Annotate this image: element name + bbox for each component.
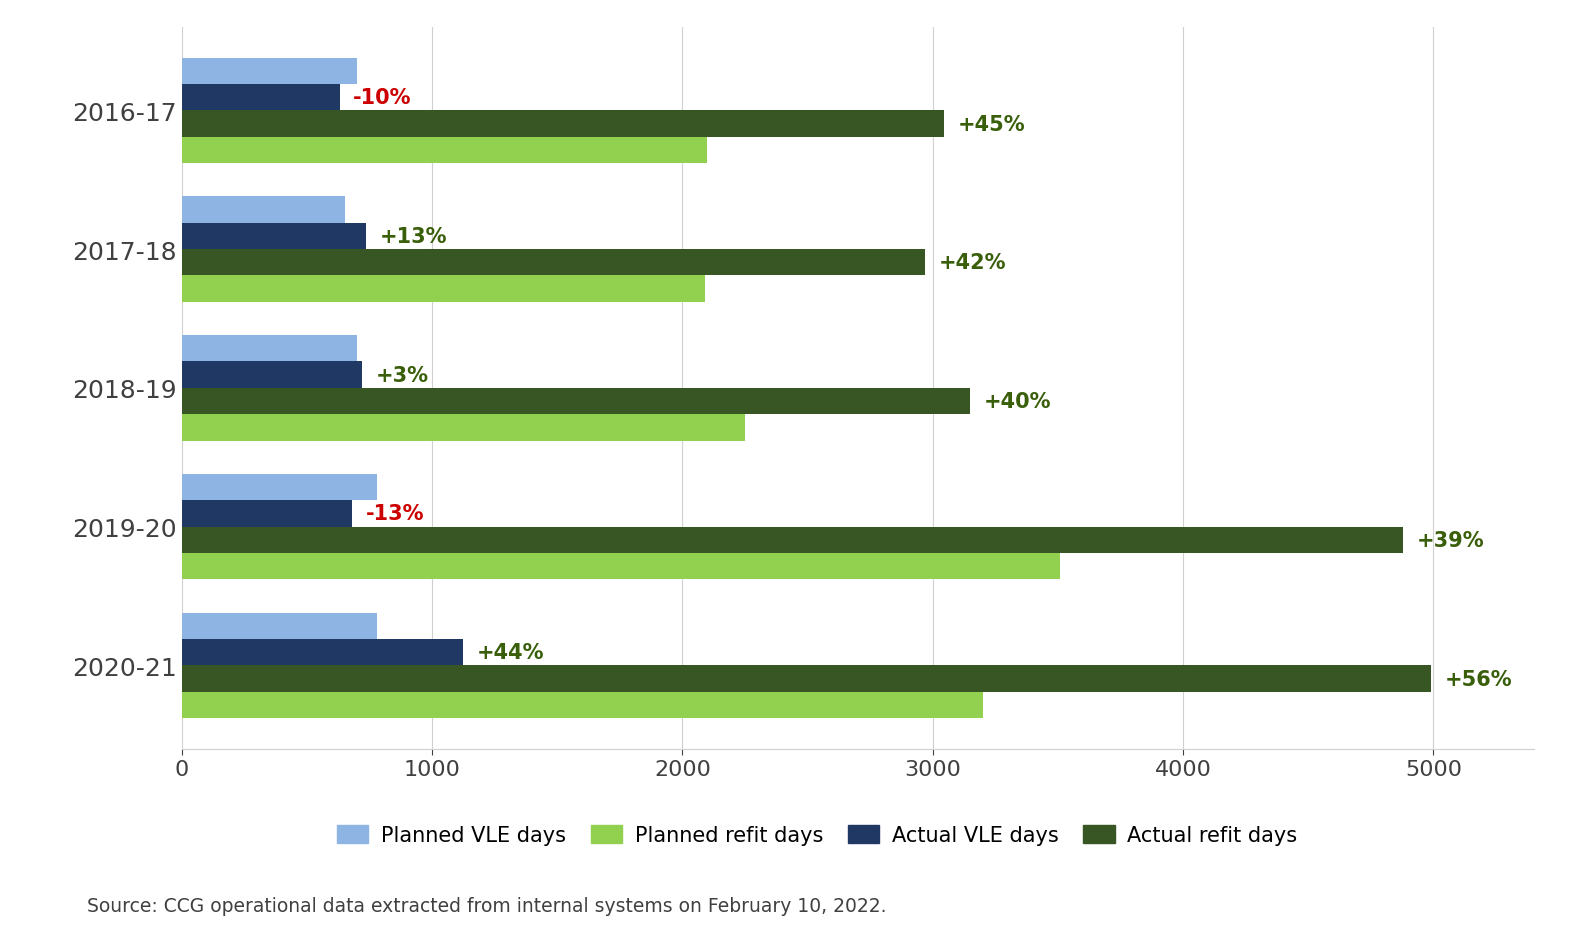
Bar: [182, 665, 1431, 692]
Bar: [182, 197, 345, 224]
Bar: [182, 362, 362, 388]
Bar: [182, 138, 707, 164]
Text: Source: CCG operational data extracted from internal systems on February 10, 202: Source: CCG operational data extracted f…: [87, 897, 887, 915]
Bar: [182, 692, 983, 718]
Bar: [182, 59, 357, 85]
Bar: [182, 613, 376, 639]
Bar: [182, 276, 705, 302]
Text: +42%: +42%: [939, 253, 1006, 273]
Legend: Planned VLE days, Planned refit days, Actual VLE days, Actual refit days: Planned VLE days, Planned refit days, Ac…: [329, 816, 1306, 854]
Bar: [182, 415, 745, 441]
Bar: [182, 527, 1404, 553]
Bar: [182, 388, 971, 415]
Text: +39%: +39%: [1417, 530, 1485, 550]
Text: +13%: +13%: [379, 227, 447, 247]
Bar: [182, 224, 365, 250]
Text: +45%: +45%: [958, 114, 1026, 135]
Bar: [182, 475, 376, 501]
Text: -10%: -10%: [353, 88, 411, 108]
Bar: [182, 639, 463, 665]
Text: +56%: +56%: [1445, 669, 1513, 689]
Bar: [182, 336, 357, 362]
Text: +44%: +44%: [477, 642, 544, 663]
Bar: [182, 553, 1061, 579]
Bar: [182, 250, 925, 276]
Bar: [182, 85, 340, 111]
Bar: [182, 501, 353, 527]
Text: +3%: +3%: [376, 365, 428, 386]
Bar: [182, 111, 944, 138]
Text: +40%: +40%: [983, 391, 1051, 412]
Text: -13%: -13%: [365, 504, 424, 524]
